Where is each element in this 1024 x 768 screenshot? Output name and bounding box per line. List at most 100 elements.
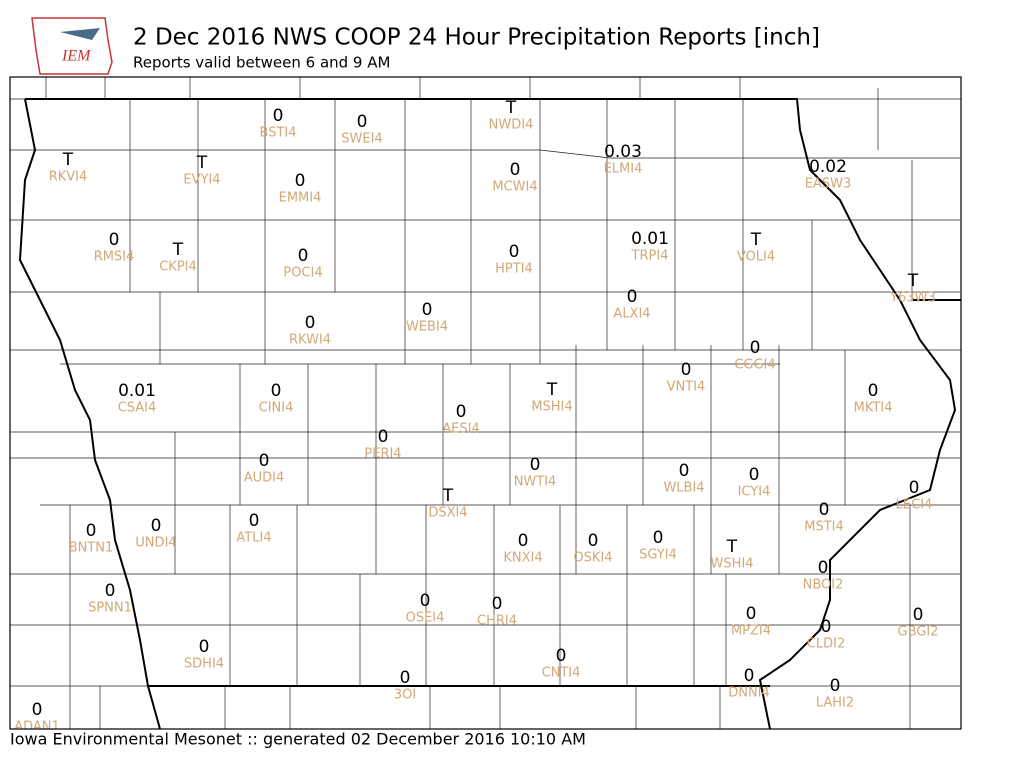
station-value: 0: [109, 230, 120, 250]
station-value: 0: [681, 360, 692, 380]
station-id: BNTN1: [69, 541, 114, 556]
footer: Iowa Environmental Mesonet :: generated …: [10, 730, 586, 749]
station-id: ADAN1: [14, 720, 60, 735]
station-value: T: [907, 271, 919, 291]
station-id: TRPI4: [631, 249, 669, 264]
station-value: T: [750, 230, 762, 250]
station-value: 0: [357, 112, 368, 132]
station-id: MCWI4: [492, 180, 537, 195]
station-id: AESI4: [442, 422, 479, 437]
station-id: VOLI4: [737, 250, 775, 265]
station-id: HPTI4: [495, 262, 533, 277]
station-id: EVYI4: [183, 173, 220, 188]
station-value: 0: [750, 338, 761, 358]
station-value: 0: [556, 646, 567, 666]
station-id: CHRI4: [477, 614, 517, 629]
station-value: 0: [151, 516, 162, 536]
station-value: 0.01: [631, 229, 669, 249]
station-value: 0.01: [118, 381, 156, 401]
station-value: 0: [273, 106, 284, 126]
station-value: 0: [653, 528, 664, 548]
station-id: KNXI4: [503, 551, 542, 566]
station-value: T: [505, 98, 517, 118]
station-value: T: [62, 150, 74, 170]
logo-text: IEM: [61, 48, 92, 65]
station-value: 0: [509, 242, 520, 262]
station-id: MSHI4: [531, 400, 572, 415]
station-value: 0: [588, 531, 599, 551]
subtitle: Reports valid between 6 and 9 AM: [133, 54, 390, 72]
station-id: NWDI4: [489, 118, 534, 133]
station-id: GBGI2: [898, 625, 939, 640]
station-value: 0: [627, 287, 638, 307]
station-id: SDHI4: [184, 657, 224, 672]
station-id: UNDI4: [135, 536, 176, 551]
station-value: 0: [818, 558, 829, 578]
station-id: OSEI4: [406, 611, 445, 626]
station-value: 0: [271, 381, 282, 401]
station-id: SPNN1: [88, 601, 132, 616]
station-id: OSKI4: [573, 551, 612, 566]
station-value: 0: [378, 427, 389, 447]
station-id: CSAI4: [118, 401, 157, 416]
title: 2 Dec 2016 NWS COOP 24 Hour Precipitatio…: [133, 25, 820, 51]
station-value: 0: [259, 451, 270, 471]
station-id: ALXI4: [613, 307, 650, 322]
station-value: 0.02: [809, 157, 847, 177]
station-value: 0: [909, 478, 920, 498]
station-id: BSTI4: [260, 126, 297, 141]
station-id: ELMI4: [604, 162, 643, 177]
station-value: T: [546, 380, 558, 400]
station-value: 0: [105, 581, 116, 601]
station-value: 0: [510, 160, 521, 180]
station-value: 0: [249, 511, 260, 531]
station-value: 0: [679, 461, 690, 481]
station-id: CINI4: [259, 401, 294, 416]
station-id: ICYI4: [738, 485, 771, 500]
station-value: 0: [518, 531, 529, 551]
station-id: WEBI4: [406, 320, 448, 335]
station-id: EMMI4: [279, 191, 322, 206]
station-value: 0: [744, 666, 755, 686]
station-id: LECI4: [896, 498, 933, 513]
station-id: DNNI4: [728, 686, 770, 701]
station-value: T: [726, 537, 738, 557]
station-value: 0.03: [604, 142, 642, 162]
station-id: MSTI4: [804, 520, 844, 535]
station-id: LAHI2: [816, 696, 854, 711]
station-id: 3OI: [394, 688, 416, 703]
station-id: EASW3: [805, 177, 851, 192]
station-value: 0: [86, 521, 97, 541]
station-value: T: [196, 153, 208, 173]
station-id: MPZI4: [731, 624, 771, 639]
station-value: 0: [492, 594, 503, 614]
station-id: PERI4: [364, 447, 401, 462]
station-id: POCI4: [283, 266, 322, 281]
map-frame: [9, 76, 962, 730]
station-id: SWEI4: [341, 132, 382, 147]
station-id: ATLI4: [236, 531, 271, 546]
station-value: 0: [199, 637, 210, 657]
station-value: 0: [913, 605, 924, 625]
station-id: WSHI4: [711, 557, 754, 572]
station-id: DSXI4: [428, 506, 467, 521]
station-id: AUDI4: [244, 471, 285, 486]
station-value: 0: [298, 246, 309, 266]
station-value: T: [442, 486, 454, 506]
station-value: 0: [830, 676, 841, 696]
station-value: 0: [422, 300, 433, 320]
station-value: 0: [749, 465, 760, 485]
station-id: RKVI4: [49, 170, 88, 185]
station-id: WLBI4: [663, 481, 704, 496]
station-value: 0: [819, 500, 830, 520]
station-value: 0: [305, 313, 316, 333]
station-id: RMSI4: [94, 250, 135, 265]
station-value: 0: [746, 604, 757, 624]
station-id: NBOI2: [803, 578, 844, 593]
station-value: 0: [456, 402, 467, 422]
station-id: VNTI4: [667, 380, 706, 395]
